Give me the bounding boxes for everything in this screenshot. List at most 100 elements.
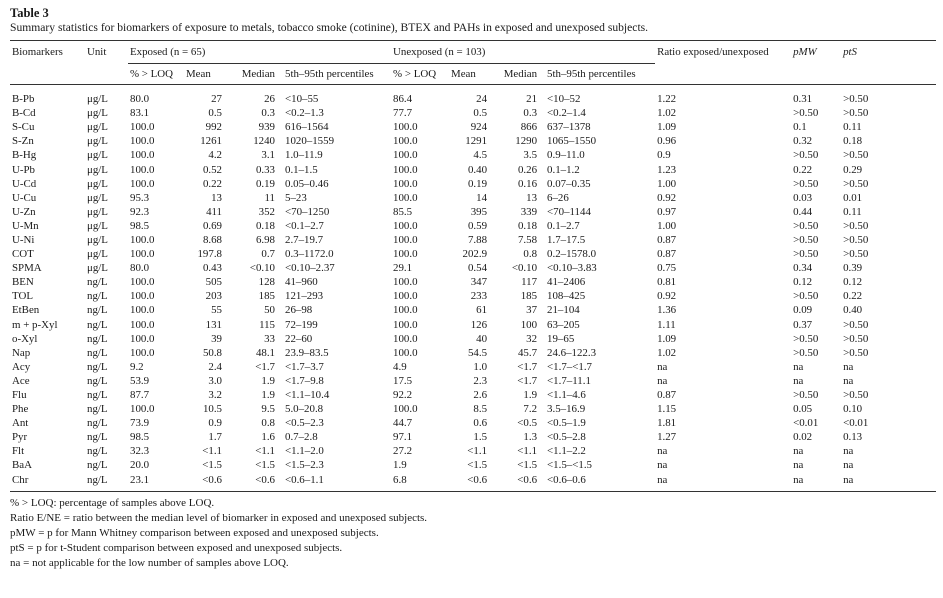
table-container: Table 3 Summary statistics for biomarker… <box>10 6 937 571</box>
table-row: SPMA μg/L 80.0 0.43 <0.10 <0.10–2.37 29.1 0.54 <… <box>10 261 936 275</box>
table-row: m + p-Xyl ng/L 100.0 131 115 72–199 100.0 126 10… <box>10 318 936 332</box>
unexposed-mean-cell: 0.19 <box>467 177 488 190</box>
unexposed-loq-cell: 100.0 <box>393 248 418 261</box>
exposed-mean-cell: <1.5 <box>202 459 222 472</box>
unexposed-percentiles-cell: 21–104 <box>547 304 580 317</box>
unexposed-median-cell: 339 <box>520 205 538 218</box>
biomarker-cell: S-Zn <box>12 135 34 148</box>
exposed-mean-cell: 505 <box>205 276 222 289</box>
exposed-loq-cell: 23.1 <box>128 472 184 492</box>
footnote: % > LOQ: percentage of samples above LOQ… <box>10 496 215 509</box>
exposed-loq-cell: 80.0 <box>130 93 150 106</box>
unexposed-percentiles-cell: <70–1144 <box>547 205 591 218</box>
exposed-median-cell: <1.1 <box>255 445 275 458</box>
unexposed-median-cell: <0.5 <box>517 417 538 430</box>
ratio-cell: 1.22 <box>657 93 677 106</box>
biomarker-cell: Ace <box>12 374 30 387</box>
table-row: Chr ng/L 23.1 <0.6 <0.6 <0.6–1.1 6.8 <0.6 <0.6 <0… <box>10 472 937 492</box>
exposed-percentiles-cell: <1.5–2.3 <box>285 459 324 472</box>
biomarker-cell: SPMA <box>12 262 42 275</box>
table-row: BaA ng/L 20.0 <1.5 <1.5 <1.5–2.3 1.9 <1.5 <1.5 <1… <box>10 458 936 472</box>
pmw-cell: >0.50 <box>793 290 819 303</box>
ratio-cell: 1.15 <box>657 403 677 416</box>
exposed-median-cell: 11 <box>264 191 276 204</box>
unexposed-median-cell: 866 <box>520 121 538 134</box>
footnote: na = not applicable for the low number o… <box>10 556 289 569</box>
pmw-cell: >0.50 <box>793 346 819 359</box>
exposed-median-cell: 1.9 <box>261 389 275 402</box>
exposed-mean-cell: 13 <box>211 191 222 204</box>
unexposed-loq-cell: 100.0 <box>393 163 418 176</box>
pmw-cell: 0.05 <box>793 403 813 416</box>
unexposed-median-cell: <1.1 <box>517 445 538 458</box>
biomarker-cell: Pyr <box>12 431 28 444</box>
exposed-mean-cell: 0.5 <box>208 107 222 120</box>
exposed-percentiles-cell: <0.6–1.1 <box>277 472 392 492</box>
unit-cell: μg/L <box>87 248 108 261</box>
exposed-median-cell: 1.6 <box>261 431 275 444</box>
exposed-mean-cell: <1.1 <box>202 445 222 458</box>
table-row: Flt ng/L 32.3 <1.1 <1.1 <1.1–2.0 27.2 <1.1 <1.1 <… <box>10 444 936 458</box>
exposed-loq-header: % > LOQ <box>128 63 184 85</box>
biomarker-cell: U-Zn <box>12 205 36 218</box>
exposed-percentiles-cell: 41–960 <box>285 276 318 289</box>
table-caption: Summary statistics for biomarkers of exp… <box>10 21 649 34</box>
table-footnotes: % > LOQ: percentage of samples above LOQ… <box>10 496 936 571</box>
table-row: Flu ng/L 87.7 3.2 1.9 <1.1–10.4 92.2 2.6 1.9 <1.1… <box>10 388 936 402</box>
biomarker-cell: Chr <box>10 472 85 492</box>
exposed-mean-cell: 0.22 <box>202 177 222 190</box>
ratio-cell: 0.87 <box>657 248 677 261</box>
unexposed-mean-cell: 0.6 <box>473 417 488 430</box>
exposed-loq-cell: 100.0 <box>130 163 155 176</box>
exposed-mean-cell: 411 <box>206 205 222 218</box>
unexposed-mean-cell: 233 <box>470 290 488 303</box>
unexposed-loq-cell: 100.0 <box>393 290 418 303</box>
unit-cell: μg/L <box>87 219 108 232</box>
exposed-percentiles-cell: <0.2–1.3 <box>285 107 324 120</box>
unit-cell: ng/L <box>87 417 108 430</box>
unexposed-median-cell: <0.10 <box>511 262 538 275</box>
exposed-mean-cell: 2.4 <box>208 360 222 373</box>
unexposed-loq-cell: 100.0 <box>393 403 418 416</box>
exposed-percentiles-cell: <0.5–2.3 <box>285 417 324 430</box>
pts-cell: <0.01 <box>843 417 869 430</box>
pmw-cell: >0.50 <box>793 149 819 162</box>
unexposed-percentiles-cell: <10–52 <box>547 93 581 106</box>
unexposed-median-cell: 1.9 <box>523 389 538 402</box>
table-row: TOL ng/L 100.0 203 185 121–293 100.0 233 185 108–… <box>10 289 936 303</box>
unit-cell: ng/L <box>87 389 108 402</box>
pmw-cell: na <box>793 445 804 458</box>
unexposed-percentiles-cell: <0.2–1.4 <box>547 107 586 120</box>
unit-cell: μg/L <box>87 177 108 190</box>
exposed-mean-cell: 27 <box>211 93 222 106</box>
table-row: U-Pb μg/L 100.0 0.52 0.33 0.1–1.5 100.0 0.40 0.2… <box>10 162 936 176</box>
unit-cell: ng/L <box>87 374 108 387</box>
unexposed-loq-cell: 6.8 <box>391 472 450 492</box>
pts-cell: >0.50 <box>843 107 869 120</box>
unit-cell: ng/L <box>87 332 108 345</box>
unexposed-median-cell: 45.7 <box>517 346 538 359</box>
unexposed-median-cell: 0.3 <box>523 107 538 120</box>
biomarker-cell: U-Mn <box>12 219 39 232</box>
pmw-cell: 0.32 <box>793 135 813 148</box>
pmw-cell: 0.1 <box>793 121 807 134</box>
exposed-percentiles-cell: <1.1–2.0 <box>285 445 324 458</box>
biomarker-cell: U-Ni <box>12 233 35 246</box>
exposed-mean-cell: 8.68 <box>202 233 222 246</box>
ratio-cell: 0.87 <box>657 389 677 402</box>
exposed-group-header: Exposed (n = 65) <box>128 40 392 64</box>
pts-cell: 0.18 <box>843 135 863 148</box>
exposed-percentiles-cell: 26–98 <box>285 304 313 317</box>
unexposed-percentiles-cell: <1.1–2.2 <box>547 445 586 458</box>
pmw-cell: 0.44 <box>793 205 813 218</box>
exposed-percentiles-cell: 22–60 <box>285 332 313 345</box>
ratio-cell: 0.75 <box>657 262 677 275</box>
unit-cell: μg/L <box>87 233 108 246</box>
pts-header: ptS <box>841 40 937 64</box>
exposed-loq-cell: 92.3 <box>130 205 150 218</box>
unexposed-median-cell: 0.8 <box>523 248 538 261</box>
unexposed-percentiles-cell: 3.5–16.9 <box>547 403 586 416</box>
unexposed-mean-cell: 1291 <box>465 135 488 148</box>
unexposed-loq-header: % > LOQ <box>391 63 450 85</box>
ratio-cell: 1.36 <box>657 304 677 317</box>
